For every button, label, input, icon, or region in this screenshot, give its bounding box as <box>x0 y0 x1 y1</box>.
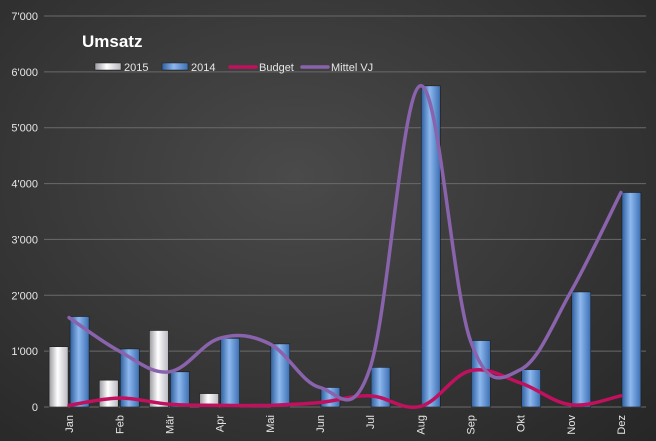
legend-swatch-2015 <box>94 62 122 71</box>
x-tick-label: Dez <box>616 415 628 435</box>
x-tick-label: Mai <box>265 415 277 433</box>
bar-2015 <box>48 346 69 408</box>
bar-2014 <box>621 192 642 408</box>
bar-2014 <box>119 348 140 408</box>
gridlines <box>44 15 646 408</box>
bar-2014 <box>270 343 291 408</box>
x-tick-label: Feb <box>114 415 126 434</box>
x-tick-label: Nov <box>566 415 578 435</box>
x-tick-label: Okt <box>516 415 528 432</box>
bar-2014 <box>420 85 441 408</box>
x-tick-label: Sep <box>465 415 477 435</box>
legend-label: 2015 <box>124 62 148 74</box>
line-mittel-vj <box>67 84 623 402</box>
legend-label: Mittel VJ <box>331 62 373 74</box>
legend-label: 2014 <box>191 62 215 74</box>
y-tick-label: 0 <box>32 402 38 414</box>
bar-2014 <box>220 337 240 408</box>
y-tick-label: 7'000 <box>11 11 38 23</box>
x-tick-label: Jun <box>315 415 327 433</box>
lines <box>67 84 623 410</box>
y-tick-label: 4'000 <box>11 179 38 191</box>
bar-2014 <box>170 371 190 408</box>
x-tick-label: Apr <box>215 415 227 432</box>
x-tick-label: Aug <box>415 415 427 435</box>
line-budget <box>67 368 623 410</box>
x-tick-label: Jan <box>64 415 76 433</box>
y-tick-label: 1'000 <box>11 346 38 358</box>
x-tick-label: Jul <box>365 415 377 429</box>
x-axis-ticks: Jan Feb Mär Apr Mai Jun Jul Aug Sep Okt Nov Dez <box>64 415 628 435</box>
bars <box>48 85 642 408</box>
chart-title: Umsatz <box>82 32 142 51</box>
y-tick-label: 3'000 <box>11 234 38 246</box>
bar-2014 <box>571 291 592 408</box>
legend: 2015 2014 Budget Mittel VJ <box>94 62 373 74</box>
x-tick-label: Mär <box>164 415 176 434</box>
legend-label: Budget <box>259 62 294 74</box>
bar-2015 <box>98 379 119 408</box>
y-axis-ticks: 0 1'000 2'000 3'000 4'000 5'000 6'000 7'000 <box>11 11 38 414</box>
legend-swatch-2014 <box>161 62 189 71</box>
y-tick-label: 6'000 <box>11 67 38 79</box>
y-tick-label: 5'000 <box>11 123 38 135</box>
bar-2014 <box>69 316 90 408</box>
y-tick-label: 2'000 <box>11 290 38 302</box>
